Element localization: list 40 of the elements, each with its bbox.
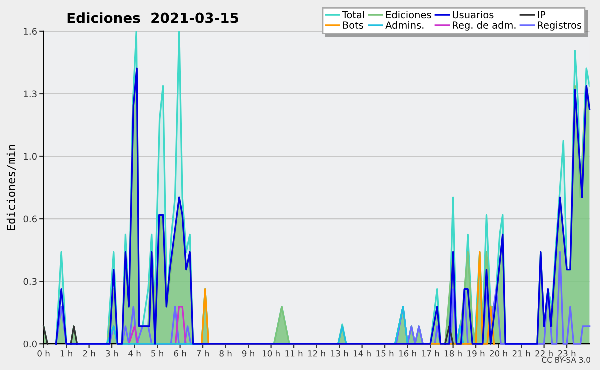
x-tick-label: 22 h	[536, 350, 553, 357]
x-tick-label: 3 h	[106, 350, 118, 357]
x-tick-label: 18 h	[444, 350, 462, 357]
legend-label: Bots	[343, 22, 364, 29]
x-tick-label: 2 h	[83, 350, 96, 357]
legend-label: Reg. de adm.	[453, 21, 516, 31]
x-tick-label: 6 h	[174, 350, 186, 357]
chart-title: Ediciones 2021-03-15	[68, 12, 238, 24]
x-tick-label: 15 h	[376, 350, 394, 357]
x-tick-label: 8 h	[220, 350, 232, 357]
y-tick-label: 1.6	[24, 28, 37, 36]
x-tick-label: 0 h	[38, 350, 50, 357]
x-tick-label: 17 h	[422, 350, 440, 357]
x-tick-label: 21 h	[512, 350, 530, 357]
x-tick-label: 20 h	[490, 350, 508, 357]
x-tick-label: 9 h	[242, 350, 254, 357]
x-tick-label: 16 h	[399, 350, 416, 357]
legend-label: Usuarios	[453, 11, 494, 19]
y-tick-label: 0.6	[24, 216, 37, 223]
x-tick-label: 5 h	[152, 350, 164, 357]
x-tick-label: 11 h	[286, 350, 303, 357]
x-tick-label: 10 h	[262, 350, 280, 357]
x-tick-label: 7 h	[197, 350, 209, 357]
legend-label: IP	[538, 11, 546, 18]
legend-label: Registros	[538, 21, 582, 31]
legend-label: Total	[342, 11, 364, 19]
legend-label: Ediciones	[386, 11, 432, 19]
y-tick-label: 0.0	[24, 340, 37, 348]
x-tick-label: 14 h	[354, 350, 371, 357]
x-tick-label: 4 h	[128, 350, 141, 357]
x-tick-label: 13 h	[331, 350, 348, 357]
y-tick-label: 0.3	[24, 278, 37, 286]
y-tick-label: 1.0	[24, 153, 37, 160]
x-tick-label: 23 h	[558, 350, 576, 357]
y-tick-label: 1.3	[24, 90, 37, 98]
x-tick-label: 12 h	[308, 350, 326, 357]
x-tick-label: 1 h	[60, 350, 72, 357]
legend-label: Admins.	[386, 21, 424, 29]
x-tick-label: 19 h	[468, 350, 485, 357]
y-axis-title: Ediciones/min	[6, 145, 16, 230]
